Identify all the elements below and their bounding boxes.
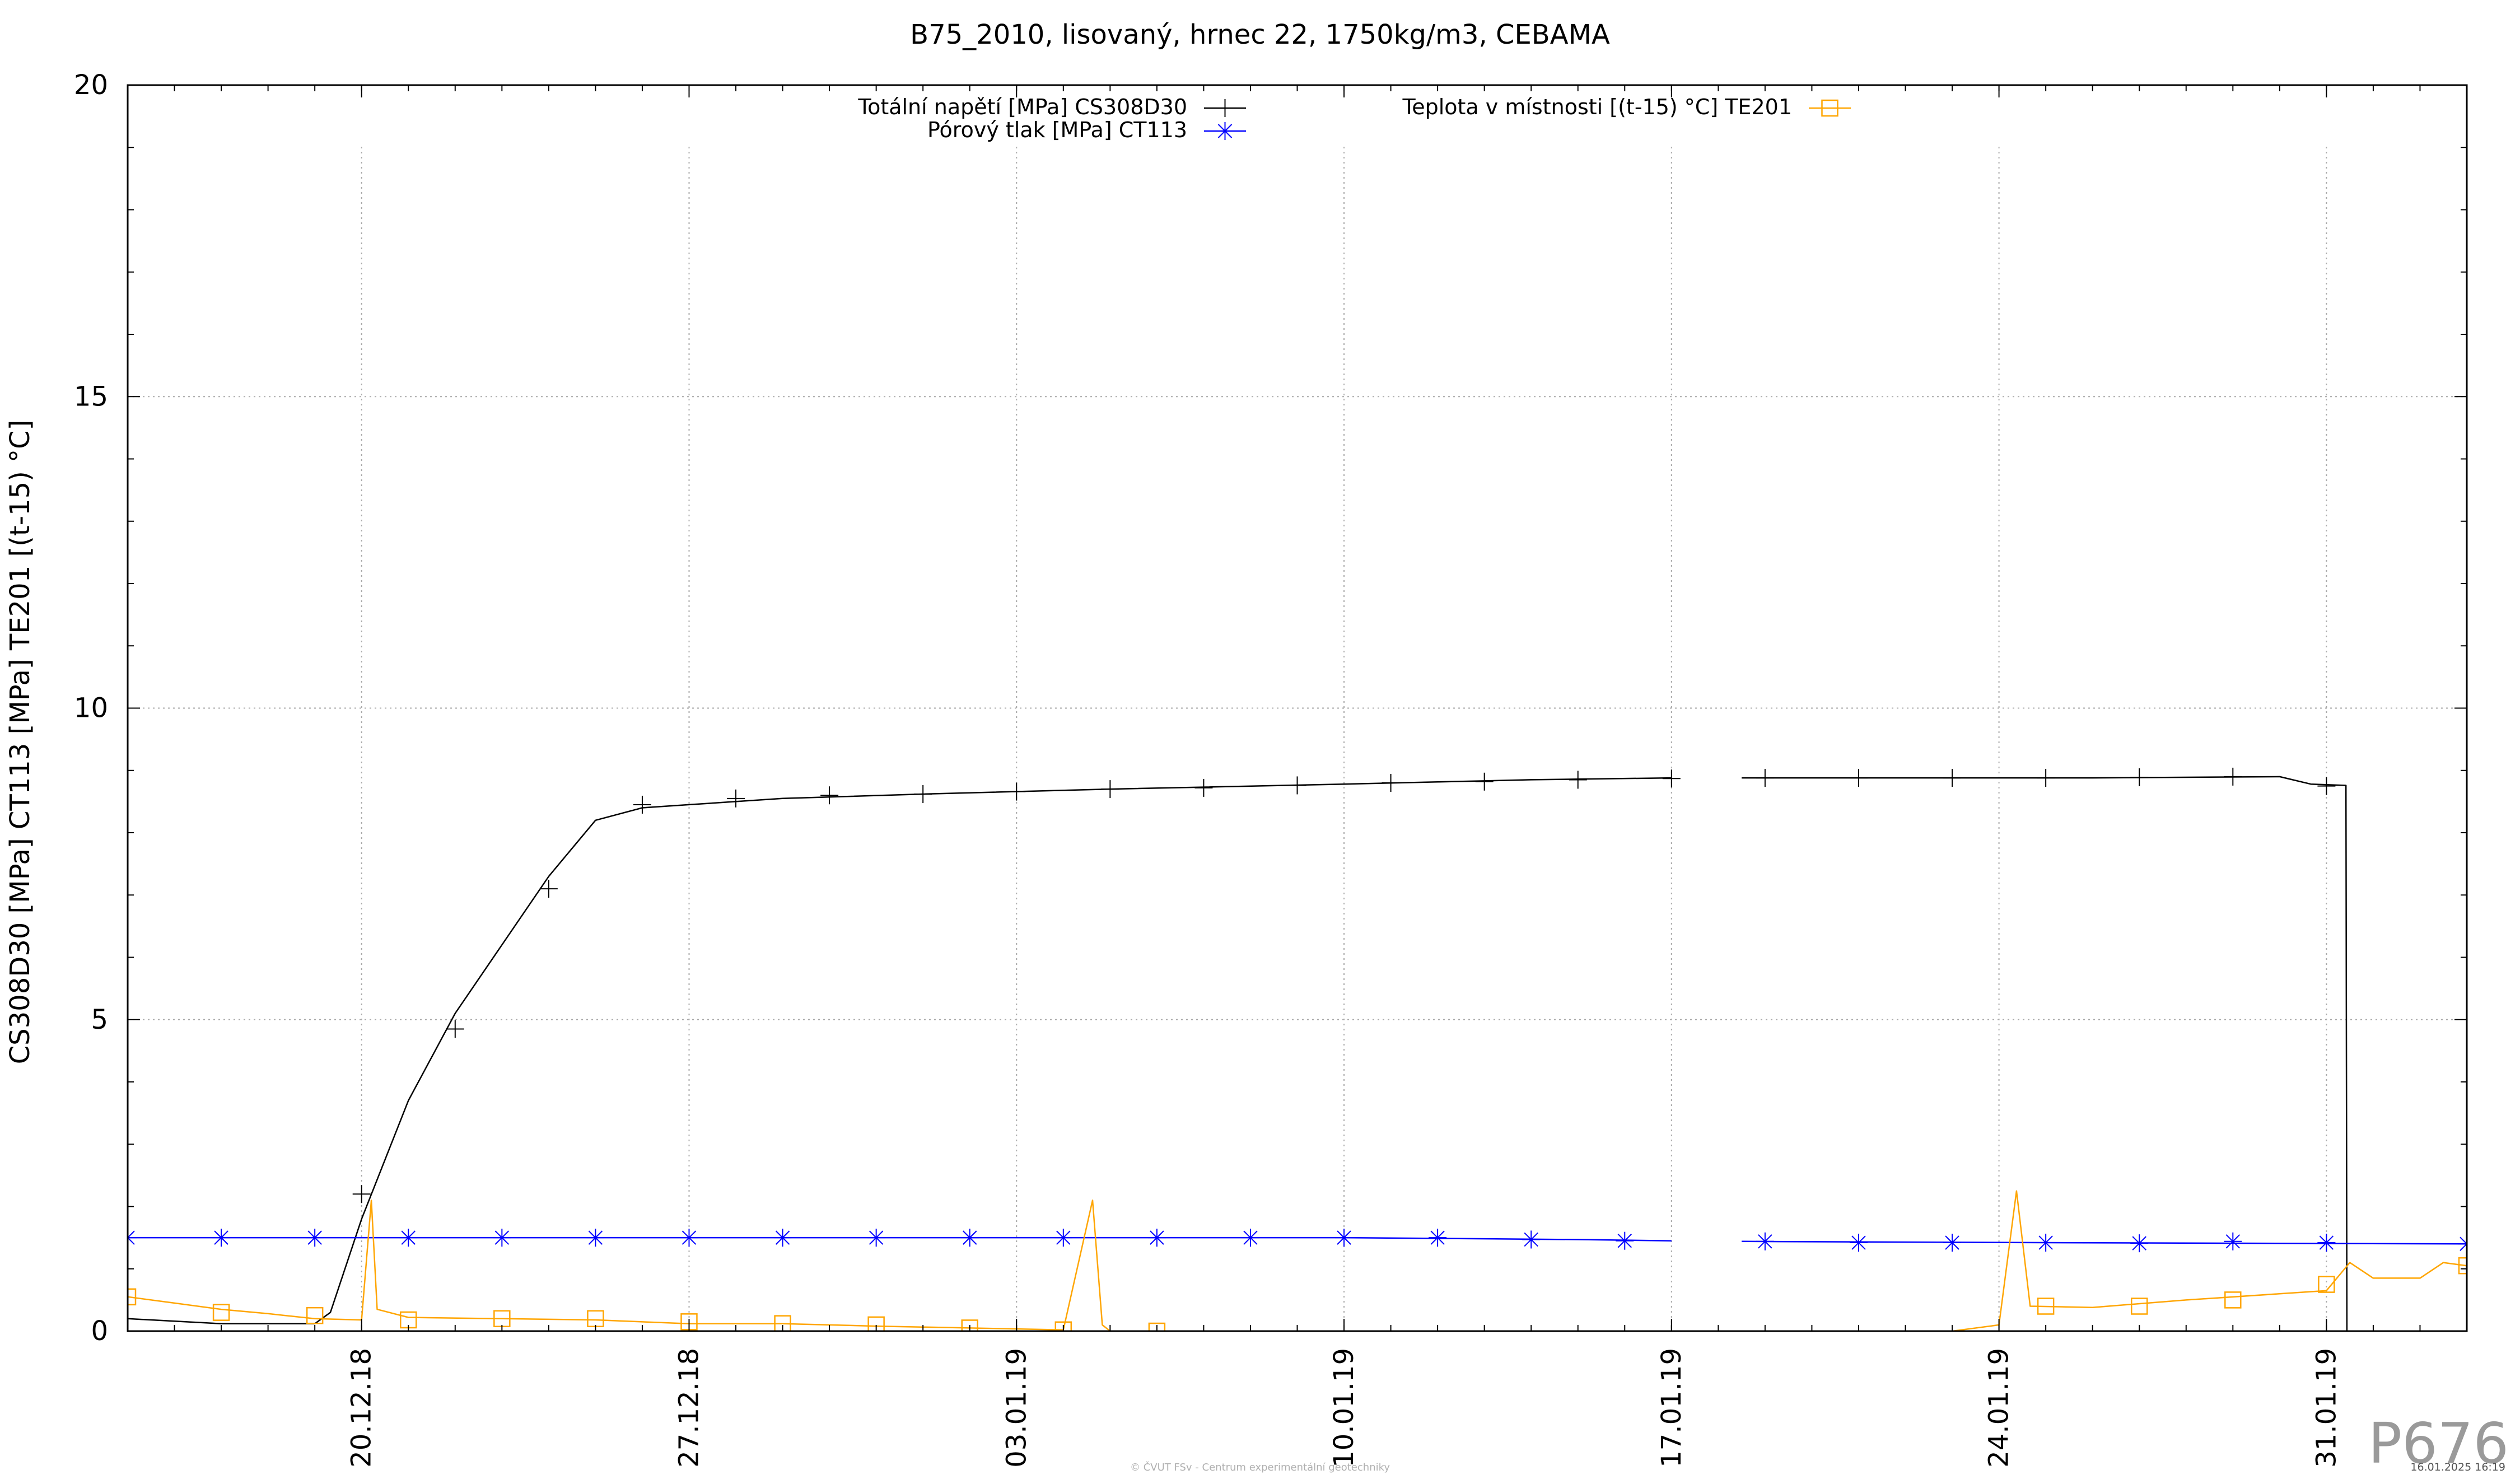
data-point-1 xyxy=(1147,1229,1166,1247)
x-tick-label: 24.01.19 xyxy=(1984,1348,2015,1468)
legend-entry-2: Teplota v místnosti [(t-15) °C] TE201 xyxy=(1402,95,1851,119)
data-point-1 xyxy=(2317,1234,2336,1252)
data-point-1 xyxy=(1241,1229,1259,1247)
data-point-0 xyxy=(2130,768,2149,786)
data-point-1 xyxy=(1616,1231,1634,1250)
y-tick-label: 20 xyxy=(74,69,108,101)
data-point-1 xyxy=(306,1229,324,1247)
data-point-1 xyxy=(1849,1234,1868,1252)
data-point-0 xyxy=(1475,772,1494,791)
data-point-1 xyxy=(773,1229,792,1247)
legend-label: Pórový tlak [MPa] CT113 xyxy=(927,118,1187,142)
data-point-0 xyxy=(1194,778,1213,797)
data-point-0 xyxy=(1288,776,1306,795)
data-point-1 xyxy=(2224,1232,2242,1250)
legend-entry-1: Pórový tlak [MPa] CT113 xyxy=(927,118,1246,142)
data-point-0 xyxy=(727,789,745,808)
data-point-0 xyxy=(820,786,839,805)
legend-label: Totální napětí [MPa] CS308D30 xyxy=(857,95,1187,119)
data-point-1 xyxy=(1335,1229,1354,1247)
data-point-1 xyxy=(1054,1229,1072,1247)
data-point-2 xyxy=(961,1319,978,1331)
data-point-0 xyxy=(446,1020,464,1038)
data-point-0 xyxy=(1382,774,1400,792)
data-point-2 xyxy=(2224,1291,2242,1309)
plot-code: P676 xyxy=(2368,1411,2509,1476)
data-point-1 xyxy=(680,1229,698,1247)
chart-title: B75_2010, lisovaný, hrnec 22, 1750kg/m3,… xyxy=(910,19,1610,50)
y-tick-label: 5 xyxy=(91,1004,108,1035)
x-tick-label: 20.12.18 xyxy=(346,1348,377,1468)
x-tick-label: 03.01.19 xyxy=(1001,1348,1032,1468)
data-point-1 xyxy=(2037,1234,2055,1252)
data-point-1 xyxy=(2458,1235,2467,1253)
data-point-2 xyxy=(774,1315,791,1331)
x-tick-labels: 20.12.18 27.12.18 03.01.19 10.01.19 17.01.19… xyxy=(346,1348,2342,1468)
data-point-0 xyxy=(633,795,651,814)
data-point-0 xyxy=(539,880,558,898)
x-tick-label: 10.01.19 xyxy=(1328,1348,1360,1468)
data-point-0 xyxy=(1849,769,1868,787)
data-point-0 xyxy=(1943,769,1962,787)
data-point-2 xyxy=(2130,1298,2148,1315)
y-tick-label: 15 xyxy=(74,381,108,412)
data-point-1 xyxy=(1943,1234,1962,1252)
data-point-0 xyxy=(2317,777,2336,795)
axis-ticks xyxy=(127,85,2467,1332)
data-point-0 xyxy=(2037,769,2055,787)
data-point-0 xyxy=(352,1185,371,1203)
data-point-1 xyxy=(960,1229,979,1247)
data-point-0 xyxy=(914,785,932,804)
y-axis-label: CS308D30 [MPa] CT113 [MPa] TE201 [(t-15)… xyxy=(4,420,36,1065)
y-tick-labels: 0 5 10 15 20 xyxy=(74,69,108,1347)
data-point-2 xyxy=(128,1288,137,1306)
data-point-1 xyxy=(493,1229,511,1247)
data-point-1 xyxy=(1756,1232,1774,1250)
legend-label: Teplota v místnosti [(t-15) °C] TE201 xyxy=(1402,95,1792,119)
x-tick-label: 31.01.19 xyxy=(2311,1348,2342,1468)
data-point-1 xyxy=(2130,1234,2149,1253)
data-point-2 xyxy=(2037,1298,2055,1315)
data-point-1 xyxy=(212,1229,231,1247)
data-point-1 xyxy=(1429,1229,1447,1247)
data-point-2 xyxy=(2318,1276,2335,1293)
data-point-0 xyxy=(1101,780,1119,799)
footer-credit: © ČVUT FSv - Centrum experimentální geot… xyxy=(1130,1461,1390,1473)
series-1 xyxy=(128,1229,2467,1253)
data-point-1 xyxy=(399,1229,418,1247)
data-point-2 xyxy=(212,1304,230,1321)
data-point-0 xyxy=(1007,782,1026,801)
data-point-2 xyxy=(1148,1322,1166,1331)
x-tick-label: 27.12.18 xyxy=(673,1348,704,1468)
x-tick-label: 17.01.19 xyxy=(1656,1348,1687,1468)
data-point-2 xyxy=(867,1316,885,1331)
data-point-2 xyxy=(1054,1321,1072,1331)
data-point-0 xyxy=(1756,769,1774,787)
data-point-2 xyxy=(2458,1257,2467,1275)
data-point-1 xyxy=(1522,1230,1541,1249)
data-point-2 xyxy=(306,1306,324,1324)
legend-marker xyxy=(1216,122,1234,140)
y-tick-label: 0 xyxy=(91,1315,108,1347)
data-point-1 xyxy=(867,1229,885,1247)
data-point-0 xyxy=(1662,769,1681,788)
timestamp: 16.01.2025 16:19 xyxy=(2410,1461,2505,1473)
legend-marker xyxy=(1821,99,1838,117)
y-tick-label: 10 xyxy=(74,693,108,724)
legend-marker xyxy=(1216,99,1234,117)
data-point-1 xyxy=(128,1229,137,1247)
data-point-0 xyxy=(2224,767,2242,786)
data-point-1 xyxy=(586,1229,605,1247)
data-point-0 xyxy=(1569,771,1587,789)
grid-lines xyxy=(128,147,2467,1331)
series-0 xyxy=(128,767,2348,1331)
legend-entry-0: Totální napětí [MPa] CS308D30 xyxy=(857,95,1246,119)
